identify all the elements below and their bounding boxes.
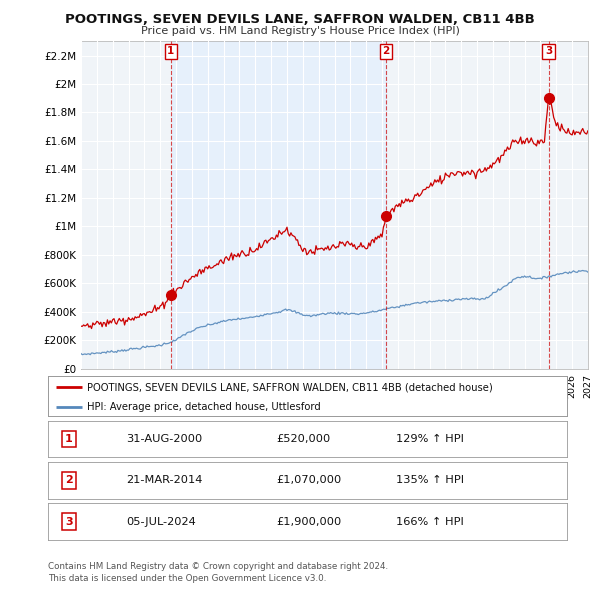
Text: 05-JUL-2024: 05-JUL-2024: [126, 517, 196, 526]
Text: 1: 1: [65, 434, 73, 444]
Text: 2: 2: [382, 46, 389, 56]
Text: Contains HM Land Registry data © Crown copyright and database right 2024.
This d: Contains HM Land Registry data © Crown c…: [48, 562, 388, 583]
Text: 135% ↑ HPI: 135% ↑ HPI: [396, 476, 464, 485]
Text: £1,070,000: £1,070,000: [277, 476, 341, 485]
Text: 2: 2: [65, 476, 73, 485]
Text: 166% ↑ HPI: 166% ↑ HPI: [396, 517, 464, 526]
Text: 1: 1: [167, 46, 175, 56]
Text: £520,000: £520,000: [277, 434, 331, 444]
Text: POOTINGS, SEVEN DEVILS LANE, SAFFRON WALDEN, CB11 4BB (detached house): POOTINGS, SEVEN DEVILS LANE, SAFFRON WAL…: [87, 382, 493, 392]
Text: 129% ↑ HPI: 129% ↑ HPI: [396, 434, 464, 444]
Text: 3: 3: [65, 517, 73, 526]
Text: 3: 3: [545, 46, 552, 56]
Text: 31-AUG-2000: 31-AUG-2000: [126, 434, 202, 444]
Text: £1,900,000: £1,900,000: [277, 517, 341, 526]
Text: POOTINGS, SEVEN DEVILS LANE, SAFFRON WALDEN, CB11 4BB: POOTINGS, SEVEN DEVILS LANE, SAFFRON WAL…: [65, 13, 535, 26]
Text: 21-MAR-2014: 21-MAR-2014: [126, 476, 202, 485]
Text: HPI: Average price, detached house, Uttlesford: HPI: Average price, detached house, Uttl…: [87, 402, 320, 412]
Text: Price paid vs. HM Land Registry's House Price Index (HPI): Price paid vs. HM Land Registry's House …: [140, 26, 460, 36]
